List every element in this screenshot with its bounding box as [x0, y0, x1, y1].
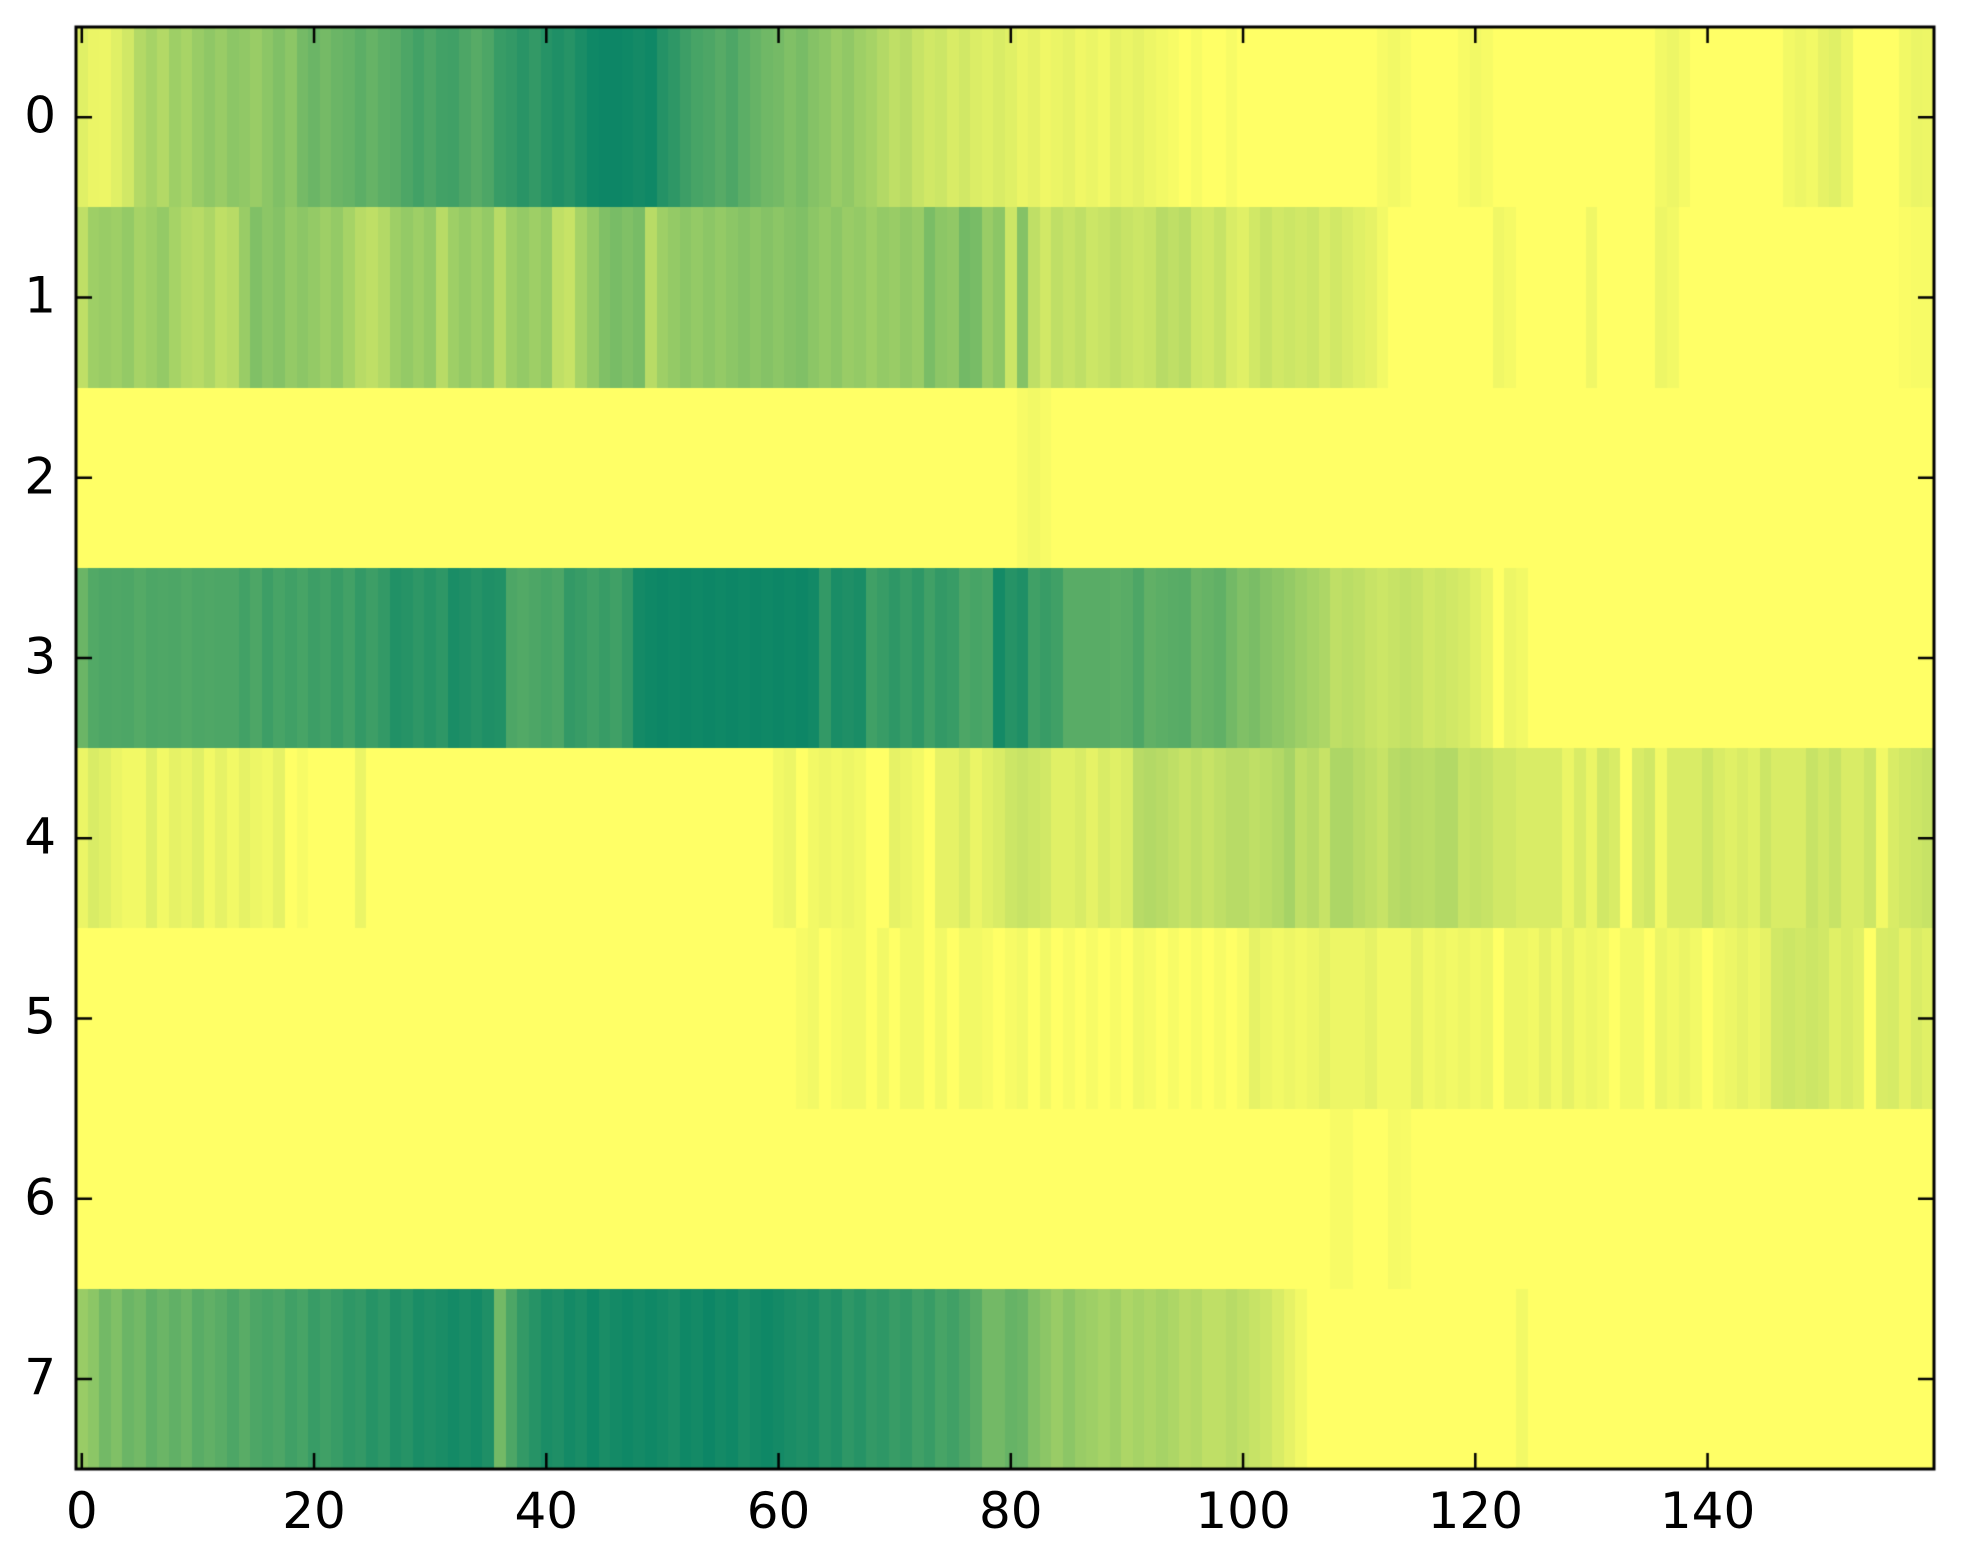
x-tick-label-40: 40 [514, 1482, 579, 1540]
x-tick-label-120: 120 [1427, 1482, 1524, 1540]
x-tick-label-80: 80 [978, 1482, 1043, 1540]
y-tick-label-0: 0 [24, 86, 56, 145]
x-tick-label-60: 60 [746, 1482, 811, 1540]
y-tick-label-1: 1 [24, 266, 56, 325]
y-tick-label-3: 3 [24, 627, 56, 686]
y-tick-label-6: 6 [24, 1168, 56, 1227]
y-tick-label-4: 4 [24, 807, 56, 866]
x-tick-label-0: 0 [65, 1482, 98, 1540]
x-tick-label-100: 100 [1195, 1482, 1291, 1540]
y-tick-label-7: 7 [24, 1348, 56, 1407]
x-tick-label-20: 20 [282, 1482, 346, 1540]
x-tick-label-140: 140 [1659, 1482, 1756, 1540]
y-tick-label-5: 5 [24, 987, 56, 1046]
y-tick-label-2: 2 [24, 447, 56, 506]
